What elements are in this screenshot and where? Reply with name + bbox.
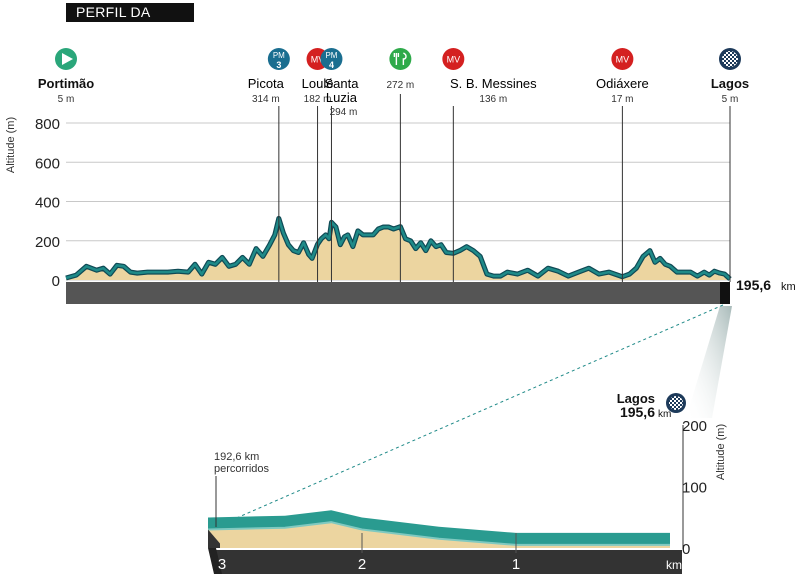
distance-bar: 195,6 km	[66, 277, 796, 304]
mountain-pass-icon	[320, 48, 343, 70]
y-tick-label: 200	[35, 234, 60, 251]
main-profile	[65, 215, 732, 281]
pm-badge: PM	[325, 51, 337, 60]
feed-zone-icon	[389, 48, 412, 70]
zoom-finish-name: Lagos	[617, 391, 655, 406]
y-tick-label: 600	[35, 155, 60, 172]
pm-category: 4	[329, 60, 334, 70]
zoom-distance-bar	[214, 550, 682, 574]
finish-checker	[722, 51, 738, 67]
waypoint-altitude: 294 m	[330, 107, 358, 118]
zoom-profile-line	[207, 521, 670, 546]
zoom-y-label: Altitude (m)	[715, 424, 727, 480]
zoom-y-tick: 200	[682, 418, 707, 435]
zoom-road-band	[208, 510, 670, 545]
waypoint-altitude: 314 m	[252, 94, 280, 105]
waypoint-name: Lagos	[711, 76, 749, 91]
sprint-icon	[611, 48, 634, 70]
profile-line	[65, 217, 731, 280]
waypoint-name: Loulé	[302, 76, 334, 91]
waypoint-name: Santa	[324, 76, 359, 91]
finish-zoom-panel: 0 100 200 Altitude (m) 3 2 1 km 192,6 kmpercorri…	[207, 304, 732, 574]
mv-badge: MV	[616, 55, 630, 65]
waypoint-altitude: 182 m	[304, 94, 332, 105]
zoom-y-tick: 100	[682, 480, 707, 497]
waypoint-altitude: 17 m	[611, 94, 633, 105]
zoom-finish-km: 195,6	[620, 404, 655, 420]
zoom-x-tick: 1	[512, 556, 520, 573]
waypoint-name: Odiáxere	[596, 76, 649, 91]
y-axis-label: Altitude (m)	[5, 117, 17, 173]
zoom-link	[215, 304, 724, 528]
profile-area	[66, 218, 730, 280]
zoom-start-note: 192,6 km	[214, 451, 259, 463]
zoom-finish-unit: km	[658, 409, 671, 420]
zoom-x-tick: 2	[358, 556, 366, 573]
page-title: PERFIL DA ETAPA	[66, 3, 194, 39]
fork-knife	[393, 52, 407, 65]
finish-bar-end	[720, 282, 730, 304]
zoom-x-tick: 3	[218, 556, 226, 573]
zoom-start-note: percorridos	[214, 463, 270, 475]
waypoint-altitude: 5 m	[722, 94, 739, 105]
pm-badge: PM	[273, 51, 285, 60]
zoom-y-tick: 0	[682, 541, 690, 558]
waypoint-name: Luzia	[326, 90, 358, 105]
waypoint-name: Picota	[248, 76, 285, 91]
finish-distance-unit: km	[781, 281, 796, 293]
waypoint-altitude: 136 m	[479, 94, 507, 105]
zoom-profile-area	[208, 522, 670, 548]
sprint-icon	[442, 48, 465, 70]
finish-distance-label: 195,6	[736, 277, 771, 293]
y-tick-label: 0	[52, 273, 60, 290]
waypoint-portim-o: Portimão 5 m	[38, 48, 94, 105]
mountain-pass-icon	[267, 48, 290, 70]
waypoint-altitude: 272 m	[386, 80, 414, 91]
start-arrow	[62, 53, 73, 65]
waypoint-name: S. B. Messines	[450, 76, 537, 91]
y-tick-label: 400	[35, 195, 60, 212]
waypoint-altitude: 5 m	[58, 94, 75, 105]
mv-badge: MV	[447, 55, 461, 65]
waypoint-name: Portimão	[38, 76, 94, 91]
distance-bar-bg	[66, 282, 730, 304]
main-y-axis: 0 200 400 600 800 Altitude (m)	[5, 116, 60, 290]
mv-badge: MV	[311, 55, 325, 65]
pm-category: 3	[276, 60, 281, 70]
zoom-cone	[686, 306, 732, 418]
zoom-side	[208, 529, 220, 548]
y-tick-label: 800	[35, 116, 60, 133]
finish-checker	[669, 396, 683, 410]
waypoint-lagos: Lagos 5 m	[711, 48, 749, 282]
zoom-bar-edge	[208, 548, 222, 574]
zoom-x-tick: km	[666, 558, 682, 572]
